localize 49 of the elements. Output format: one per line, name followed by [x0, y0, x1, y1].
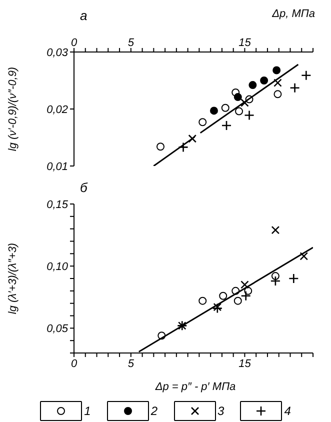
y-axis-title: lg (ν′-0,9)/(ν″-0,9): [6, 66, 19, 152]
point: [290, 82, 300, 94]
point: [270, 276, 281, 286]
x-tick-label: 0: [70, 358, 78, 370]
y-tick-label: 0,02: [46, 104, 68, 116]
point: [271, 226, 280, 234]
point: [221, 120, 232, 131]
point: [240, 280, 249, 289]
point: [234, 93, 242, 102]
point: [260, 76, 268, 84]
point: [221, 104, 230, 112]
legend-label: 4: [284, 404, 291, 418]
point: [178, 142, 188, 152]
point: [198, 296, 207, 305]
y-tick-label: 0,05: [46, 323, 69, 336]
point: [301, 70, 312, 81]
y-axis-title: lg (λ′+3)/(λ″+3): [6, 242, 19, 314]
legend-label: 3: [218, 404, 224, 418]
y-tick-label: 0,10: [46, 260, 69, 273]
x-tick-label: 5: [128, 37, 135, 49]
x-axis-title: Δp, МПа: [272, 8, 315, 22]
point: [288, 273, 299, 284]
x-tick-label: 5: [128, 358, 135, 370]
point: [210, 106, 218, 115]
point: [274, 90, 282, 98]
x-tick-label: 15: [238, 37, 252, 49]
point: [156, 142, 164, 151]
y-tick-label: 0,15: [46, 198, 69, 211]
point: [248, 81, 257, 90]
chart-title: б: [80, 180, 88, 196]
x-axis-title: Δp = p″ - p′ МПа: [154, 381, 237, 393]
legend-label: 1: [84, 404, 91, 418]
point: [300, 252, 308, 260]
x-tick-label: 15: [238, 358, 252, 370]
point: [271, 272, 280, 280]
chart-title: а: [80, 8, 88, 24]
point: [240, 290, 251, 302]
point: [235, 107, 244, 116]
point: [240, 98, 249, 107]
point: [272, 66, 281, 74]
legend-label: 2: [150, 404, 158, 418]
point: [274, 78, 282, 87]
y-tick-label: 0,01: [46, 160, 68, 173]
point: [198, 118, 207, 126]
y-tick-label: 0,03: [46, 46, 69, 59]
point: [219, 292, 228, 300]
point: [244, 110, 254, 120]
point: [234, 296, 242, 305]
x-tick-label: 0: [70, 37, 78, 49]
